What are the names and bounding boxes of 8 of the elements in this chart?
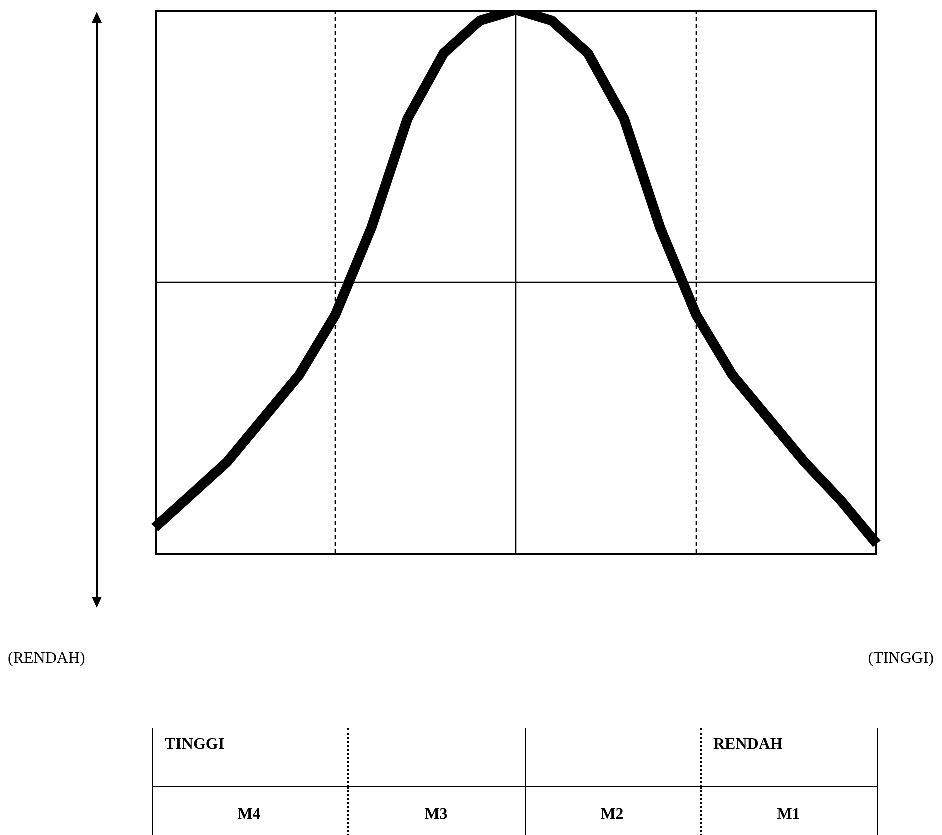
text: M3: [348, 786, 526, 835]
text: RENDAH: [700, 728, 878, 786]
text: M1: [700, 786, 878, 835]
text: (TINGGI): [868, 650, 934, 668]
text: (RENDAH): [8, 650, 86, 668]
text: TINGGI: [152, 728, 348, 786]
text: M4: [152, 786, 348, 835]
text: M2: [526, 786, 700, 835]
